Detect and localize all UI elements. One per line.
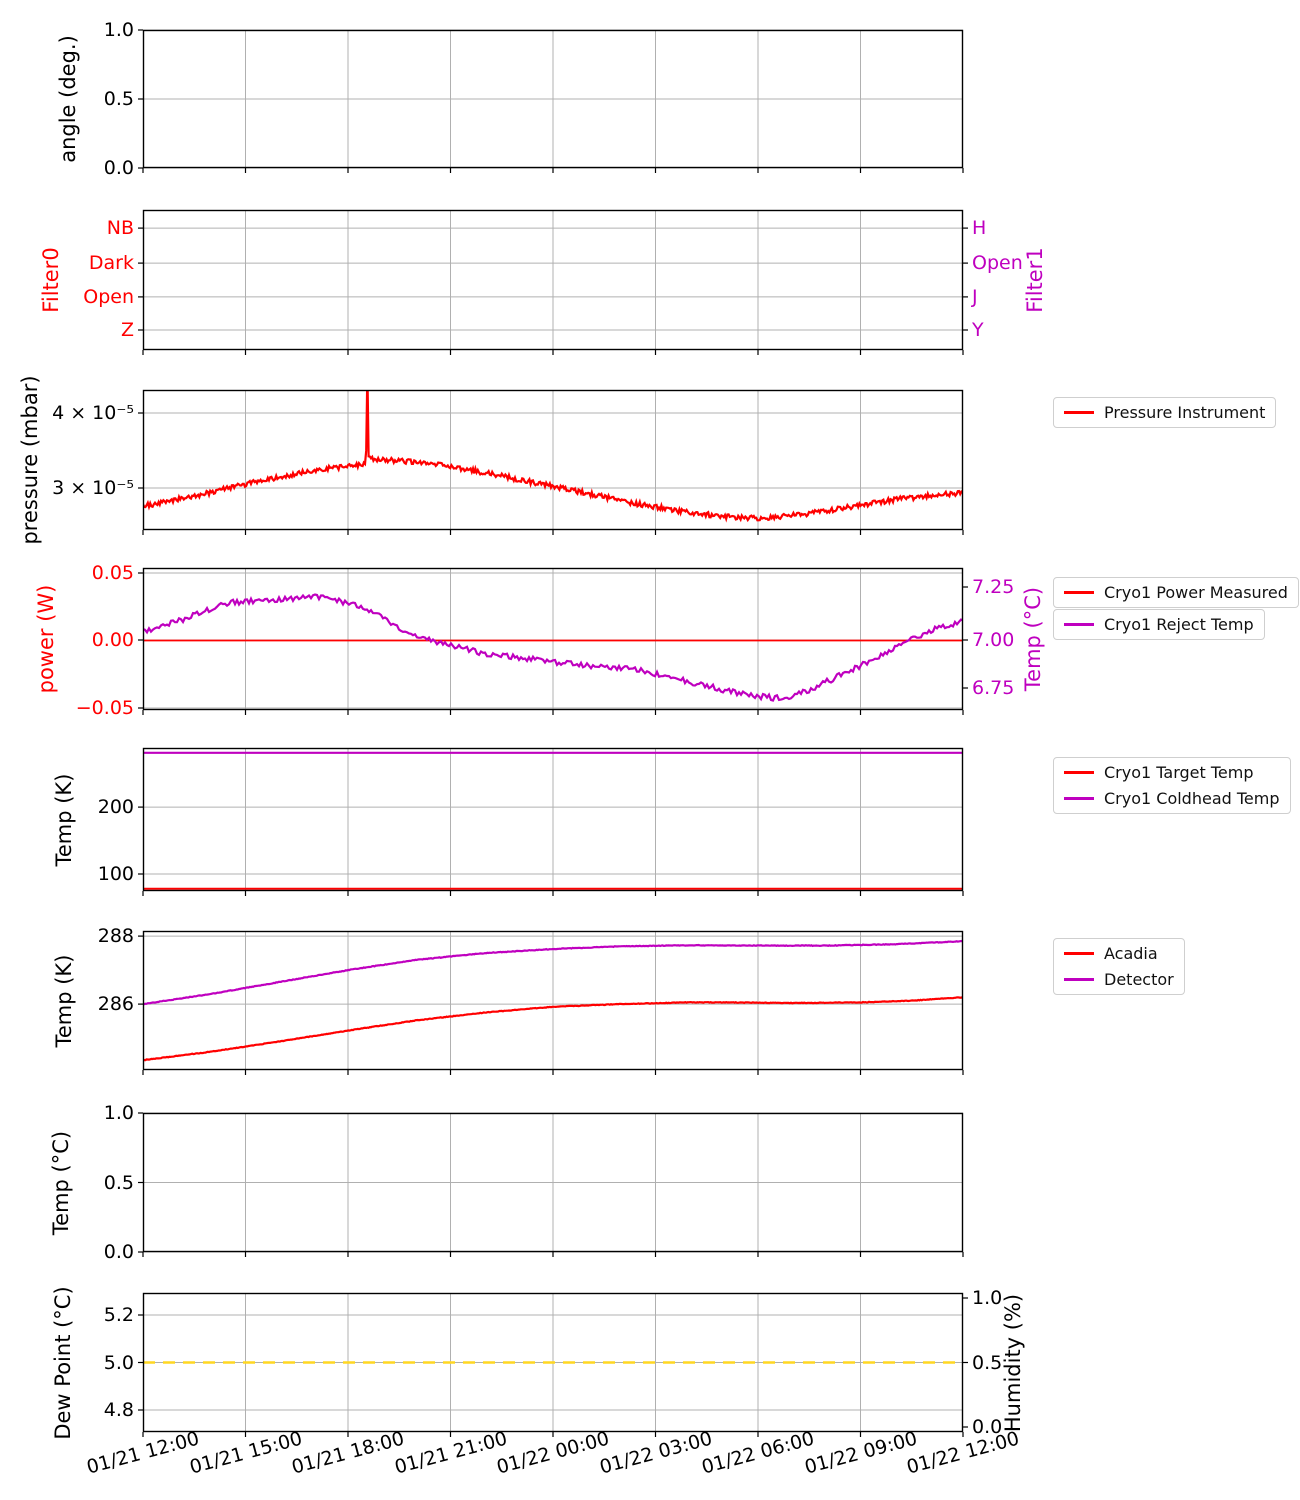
y-tick-label-right: 0.0	[972, 1415, 1003, 1438]
y-tick-label-left: 200	[97, 796, 134, 819]
y-tick-label-left: Open	[83, 285, 134, 308]
series-detector	[143, 939, 963, 1006]
y-tick-label-right: 7.00	[972, 628, 1015, 651]
y-tick-label-left: −0.05	[75, 697, 134, 719]
series-pressure-instrument	[143, 390, 963, 523]
y-tick-label-left: 4 × 10⁻⁵	[52, 401, 134, 424]
legend-line-swatch	[1064, 591, 1094, 594]
series-acadia	[143, 996, 963, 1062]
legend-item: Pressure Instrument	[1064, 403, 1265, 422]
y-tick-label-right: 0.5	[972, 1351, 1003, 1374]
y-axis-label-cryo-temp: Temp (K)	[52, 773, 76, 866]
legend-label: Pressure Instrument	[1104, 403, 1266, 422]
panel-dewpoint-chart	[137, 1292, 969, 1438]
y-axis-label-right-power: Temp (°C)	[1021, 586, 1045, 692]
y-tick-label-left: 0.05	[91, 561, 134, 584]
y-tick-label-left: 5.2	[103, 1303, 134, 1326]
panel-filters-chart	[137, 209, 969, 356]
y-tick-label-right: 7.25	[972, 576, 1015, 599]
y-axis-label-dewpoint: Dew Point (°C)	[51, 1285, 75, 1440]
series-cryo1-reject-temp	[143, 593, 963, 702]
legend-bench-temps: Acadia Detector	[1053, 938, 1185, 995]
legend-item: Acadia	[1064, 944, 1174, 963]
panel-bench-temp-chart	[137, 930, 969, 1076]
y-tick-label-left: 0.5	[103, 88, 134, 110]
panel-temp-empty-chart	[137, 1112, 969, 1258]
y-tick-label-left: NB	[106, 217, 134, 240]
y-tick-label-left: Dark	[88, 252, 134, 275]
y-tick-label-left: 0.00	[91, 628, 134, 651]
panel-pressure-chart	[137, 389, 969, 536]
panel-angle-chart	[137, 29, 969, 174]
legend-label: Cryo1 Power Measured	[1104, 583, 1288, 602]
legend-line-swatch	[1064, 952, 1094, 955]
y-tick-label-left: Z	[120, 318, 134, 341]
legend-line-swatch	[1064, 797, 1094, 800]
y-axis-label-angle: angle (deg.)	[56, 35, 80, 163]
y-tick-label-right: J	[972, 285, 978, 308]
legend-label: Acadia	[1104, 944, 1158, 963]
legend-item: Detector	[1064, 970, 1174, 989]
y-tick-label-right: H	[972, 217, 987, 240]
y-tick-label-left: 288	[97, 925, 134, 948]
y-tick-label-left: 1.0	[103, 1102, 134, 1124]
y-axis-label-pressure: pressure (mbar)	[18, 375, 42, 545]
legend-label: Cryo1 Reject Temp	[1104, 615, 1254, 634]
legend-item: Cryo1 Target Temp	[1064, 763, 1280, 782]
legend-item: Cryo1 Coldhead Temp	[1064, 789, 1280, 808]
panel-cryo-temp-chart	[137, 747, 969, 897]
y-tick-label-left: 0.0	[103, 157, 134, 179]
y-tick-label-left: 5.0	[103, 1351, 134, 1374]
legend-power-measured: Cryo1 Power Measured	[1053, 577, 1299, 608]
legend-label: Detector	[1104, 970, 1174, 989]
y-tick-label-left: 100	[97, 862, 134, 885]
legend-line-swatch	[1064, 978, 1094, 981]
y-tick-label-right: Y	[972, 318, 984, 341]
legend-item: Cryo1 Reject Temp	[1064, 615, 1254, 634]
y-axis-label-power: power (W)	[34, 584, 58, 694]
y-tick-label-left: 0.5	[103, 1171, 134, 1194]
legend-cryo-temps: Cryo1 Target Temp Cryo1 Coldhead Temp	[1053, 757, 1291, 814]
y-tick-label-right: Open	[972, 252, 1023, 275]
y-axis-label-bench-temp: Temp (K)	[52, 954, 76, 1047]
y-tick-label-left: 1.0	[103, 19, 134, 41]
y-tick-label-left: 0.0	[103, 1241, 134, 1263]
y-tick-label-left: 3 × 10⁻⁵	[52, 477, 134, 499]
legend-line-swatch	[1064, 771, 1094, 774]
y-axis-label-right-dewpoint: Humidity (%)	[1001, 1293, 1025, 1432]
legend-item: Cryo1 Power Measured	[1064, 583, 1288, 602]
y-tick-label-left: 4.8	[103, 1399, 134, 1422]
legend-line-swatch	[1064, 411, 1094, 414]
y-tick-label-right: 1.0	[972, 1287, 1003, 1309]
y-tick-label-left: 286	[97, 993, 134, 1016]
legend-label: Cryo1 Target Temp	[1104, 763, 1254, 782]
y-axis-label-right-filters: Filter1	[1023, 247, 1047, 313]
legend-label: Cryo1 Coldhead Temp	[1104, 789, 1280, 808]
panel-power-chart	[137, 567, 969, 716]
y-tick-label-right: 6.75	[972, 676, 1015, 699]
legend-reject-temp: Cryo1 Reject Temp	[1053, 609, 1265, 640]
legend-line-swatch	[1064, 623, 1094, 626]
legend-pressure: Pressure Instrument	[1053, 397, 1277, 428]
y-axis-label-filters: Filter0	[39, 247, 63, 313]
y-axis-label-temp-empty: Temp (°C)	[49, 1130, 73, 1235]
